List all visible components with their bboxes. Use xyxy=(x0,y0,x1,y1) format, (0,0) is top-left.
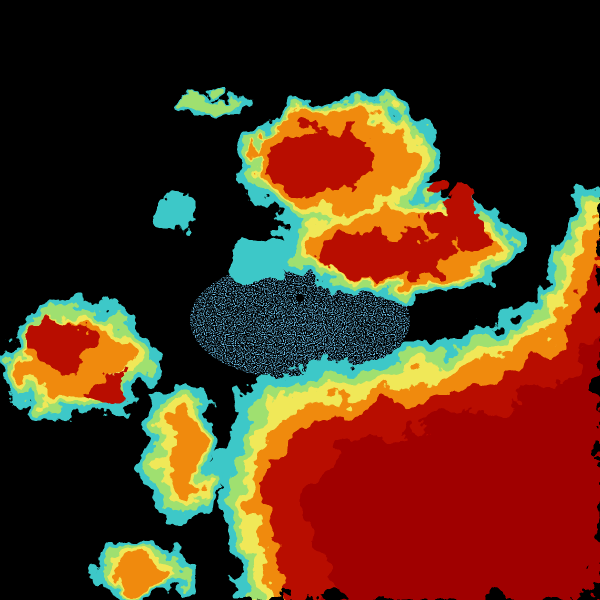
echo-red-core xyxy=(300,320,600,600)
clutter-core xyxy=(260,300,350,360)
radar-site-marker xyxy=(296,294,304,302)
